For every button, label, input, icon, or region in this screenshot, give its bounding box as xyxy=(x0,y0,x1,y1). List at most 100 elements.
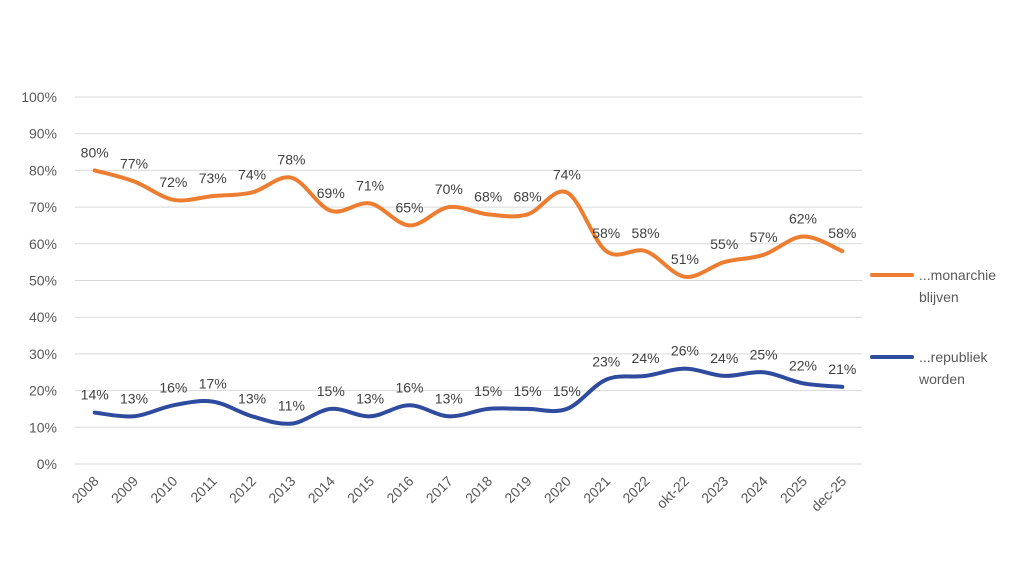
data-point xyxy=(171,403,175,407)
data-point xyxy=(840,385,844,389)
series-lines xyxy=(92,168,845,426)
data-label: 57% xyxy=(750,229,778,245)
data-point xyxy=(801,234,805,238)
x-tick-label: dec-25 xyxy=(808,473,850,515)
x-tick-label: 2023 xyxy=(698,473,731,506)
data-label: 78% xyxy=(277,152,305,168)
data-point xyxy=(171,198,175,202)
data-label: 51% xyxy=(671,251,699,267)
data-point xyxy=(604,249,608,253)
x-tick-label: 2013 xyxy=(265,473,298,506)
data-point xyxy=(250,414,254,418)
data-point xyxy=(250,190,254,194)
data-point xyxy=(329,209,333,213)
x-tick-label: 2009 xyxy=(108,473,141,506)
data-point xyxy=(211,194,215,198)
data-label: 58% xyxy=(592,225,620,241)
data-label: 62% xyxy=(789,210,817,226)
y-tick-label: 50% xyxy=(29,273,57,289)
data-point xyxy=(683,275,687,279)
x-tick-label: 2010 xyxy=(147,473,180,506)
y-tick-label: 10% xyxy=(29,419,57,435)
data-label: 13% xyxy=(120,390,148,406)
data-point xyxy=(526,212,530,216)
data-point xyxy=(447,205,451,209)
data-label: 13% xyxy=(435,390,463,406)
data-label: 69% xyxy=(317,185,345,201)
x-tick-label: 2022 xyxy=(619,473,652,506)
data-label: 70% xyxy=(435,181,463,197)
y-tick-label: 70% xyxy=(29,199,57,215)
data-point xyxy=(368,414,372,418)
data-point xyxy=(447,414,451,418)
data-label: 11% xyxy=(278,398,305,414)
data-label: 15% xyxy=(514,383,542,399)
data-label: 21% xyxy=(828,361,856,377)
series-line-monarchie xyxy=(92,168,845,279)
y-tick-label: 100% xyxy=(21,89,57,105)
x-tick-label: 2011 xyxy=(187,473,220,506)
data-point xyxy=(644,249,648,253)
data-label: 25% xyxy=(750,346,778,362)
data-point xyxy=(407,403,411,407)
y-axis-ticks: 0% 10% 20% 30% 40% 50% 60% 70% 80% 90% 100% xyxy=(21,89,57,472)
data-point xyxy=(132,414,136,418)
y-tick-label: 90% xyxy=(29,126,57,142)
y-tick-label: 30% xyxy=(29,346,57,362)
data-point xyxy=(289,176,293,180)
data-point xyxy=(407,223,411,227)
legend: ...monarchie blijven ...republiek worden xyxy=(870,267,996,387)
data-point xyxy=(329,407,333,411)
data-point xyxy=(762,253,766,257)
data-point xyxy=(486,407,490,411)
legend-label: ...monarchie xyxy=(919,267,996,283)
x-tick-label: 2019 xyxy=(501,473,534,506)
data-point xyxy=(722,260,726,264)
data-point xyxy=(801,381,805,385)
data-label: 74% xyxy=(238,166,266,182)
data-label: 23% xyxy=(592,354,620,370)
data-label: 74% xyxy=(553,166,581,182)
data-label: 17% xyxy=(199,376,227,392)
x-axis-ticks: 2008 2009 2010 2011 2012 2013 2014 2015 2016 2017… xyxy=(68,473,849,515)
data-label: 22% xyxy=(789,357,817,373)
legend-label: worden xyxy=(918,371,965,387)
y-tick-label: 0% xyxy=(37,456,57,472)
data-point xyxy=(683,367,687,371)
x-tick-label: 2016 xyxy=(383,473,416,506)
gridlines xyxy=(75,96,862,465)
x-tick-label: 2018 xyxy=(462,473,495,506)
x-tick-label: 2025 xyxy=(777,473,810,506)
data-point xyxy=(93,168,97,172)
data-label: 15% xyxy=(553,383,581,399)
x-tick-label: 2024 xyxy=(737,473,770,506)
data-point xyxy=(565,190,569,194)
data-point xyxy=(840,249,844,253)
data-label: 80% xyxy=(81,144,109,160)
data-label: 26% xyxy=(671,343,699,359)
legend-label: ...republiek xyxy=(919,349,988,365)
x-tick-label: 2008 xyxy=(68,473,101,506)
data-label: 65% xyxy=(395,199,423,215)
y-tick-label: 20% xyxy=(29,383,57,399)
data-label: 58% xyxy=(632,225,660,241)
data-label: 13% xyxy=(238,390,266,406)
data-point xyxy=(132,179,136,183)
data-point xyxy=(762,370,766,374)
data-label: 73% xyxy=(199,170,227,186)
data-label: 15% xyxy=(474,383,502,399)
data-point xyxy=(565,407,569,411)
data-label: 13% xyxy=(356,390,384,406)
y-tick-label: 40% xyxy=(29,309,57,325)
data-point xyxy=(486,212,490,216)
data-label: 58% xyxy=(828,225,856,241)
data-label: 14% xyxy=(81,387,109,403)
data-label: 16% xyxy=(159,379,187,395)
data-point xyxy=(644,374,648,378)
data-label: 72% xyxy=(159,174,187,190)
y-tick-label: 80% xyxy=(29,162,57,178)
x-tick-label: 2014 xyxy=(305,473,338,506)
x-tick-label: 2021 xyxy=(580,473,613,506)
data-label: 24% xyxy=(632,350,660,366)
